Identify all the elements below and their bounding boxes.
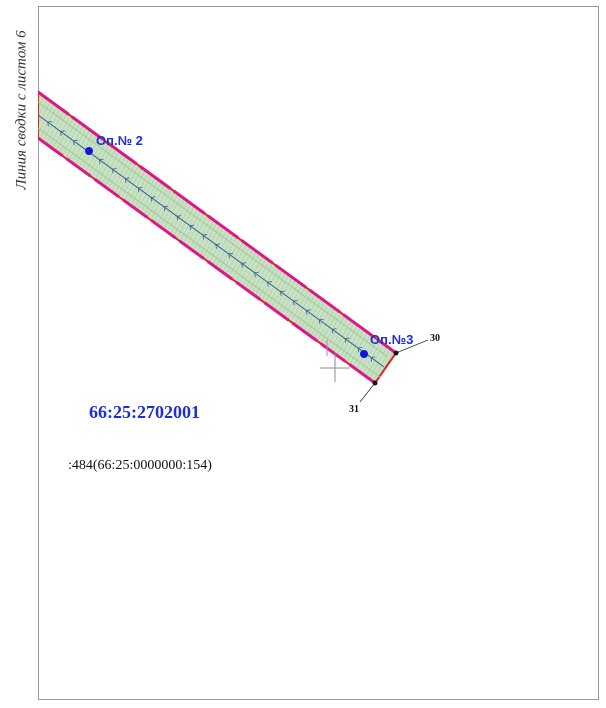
direction-chevron	[241, 262, 246, 268]
direction-chevron	[280, 290, 285, 296]
boundary-label-31: 31	[349, 404, 359, 415]
protection-zone-strip	[38, 90, 398, 385]
support-label-3: Оп.№3	[370, 332, 413, 347]
direction-chevron	[267, 281, 272, 287]
direction-chevron	[189, 224, 195, 230]
power-line-axis	[38, 114, 385, 368]
direction-chevron	[331, 328, 337, 334]
direction-chevron	[111, 168, 117, 174]
direction-chevron	[163, 205, 169, 212]
support-label-2: Оп.№ 2	[96, 133, 143, 148]
direction-chevron	[318, 318, 324, 325]
support-point-3	[360, 350, 368, 358]
direction-chevron	[60, 130, 65, 136]
direction-chevron	[305, 309, 311, 315]
cadastral-quarter-number: 66:25:2702001	[89, 402, 200, 422]
support-point-2	[85, 147, 93, 155]
direction-chevron	[124, 177, 130, 183]
direction-chevron	[98, 158, 104, 164]
direction-chevron	[176, 215, 182, 221]
boundary-point-31	[372, 380, 378, 386]
survey-cross-marker	[320, 340, 350, 382]
direction-chevron	[370, 356, 376, 362]
direction-chevron	[150, 196, 156, 202]
land-parcel-number: :484(66:25:0000000:154)	[68, 458, 212, 473]
direction-chevron	[228, 252, 234, 259]
direction-chevron	[344, 337, 350, 343]
power-line-direction-arrows	[47, 121, 376, 362]
direction-chevron	[47, 121, 52, 127]
direction-chevron	[202, 234, 208, 240]
boundary-point-30	[393, 350, 399, 356]
direction-chevron	[357, 347, 363, 353]
direction-chevron	[292, 299, 298, 306]
direction-chevron	[215, 243, 221, 249]
zone-upper-edge	[38, 90, 397, 355]
sheet-frame	[38, 6, 599, 700]
direction-chevron	[254, 271, 259, 278]
direction-chevron	[137, 186, 143, 193]
direction-chevron	[73, 139, 78, 146]
boundary-label-30: 30	[430, 333, 440, 344]
